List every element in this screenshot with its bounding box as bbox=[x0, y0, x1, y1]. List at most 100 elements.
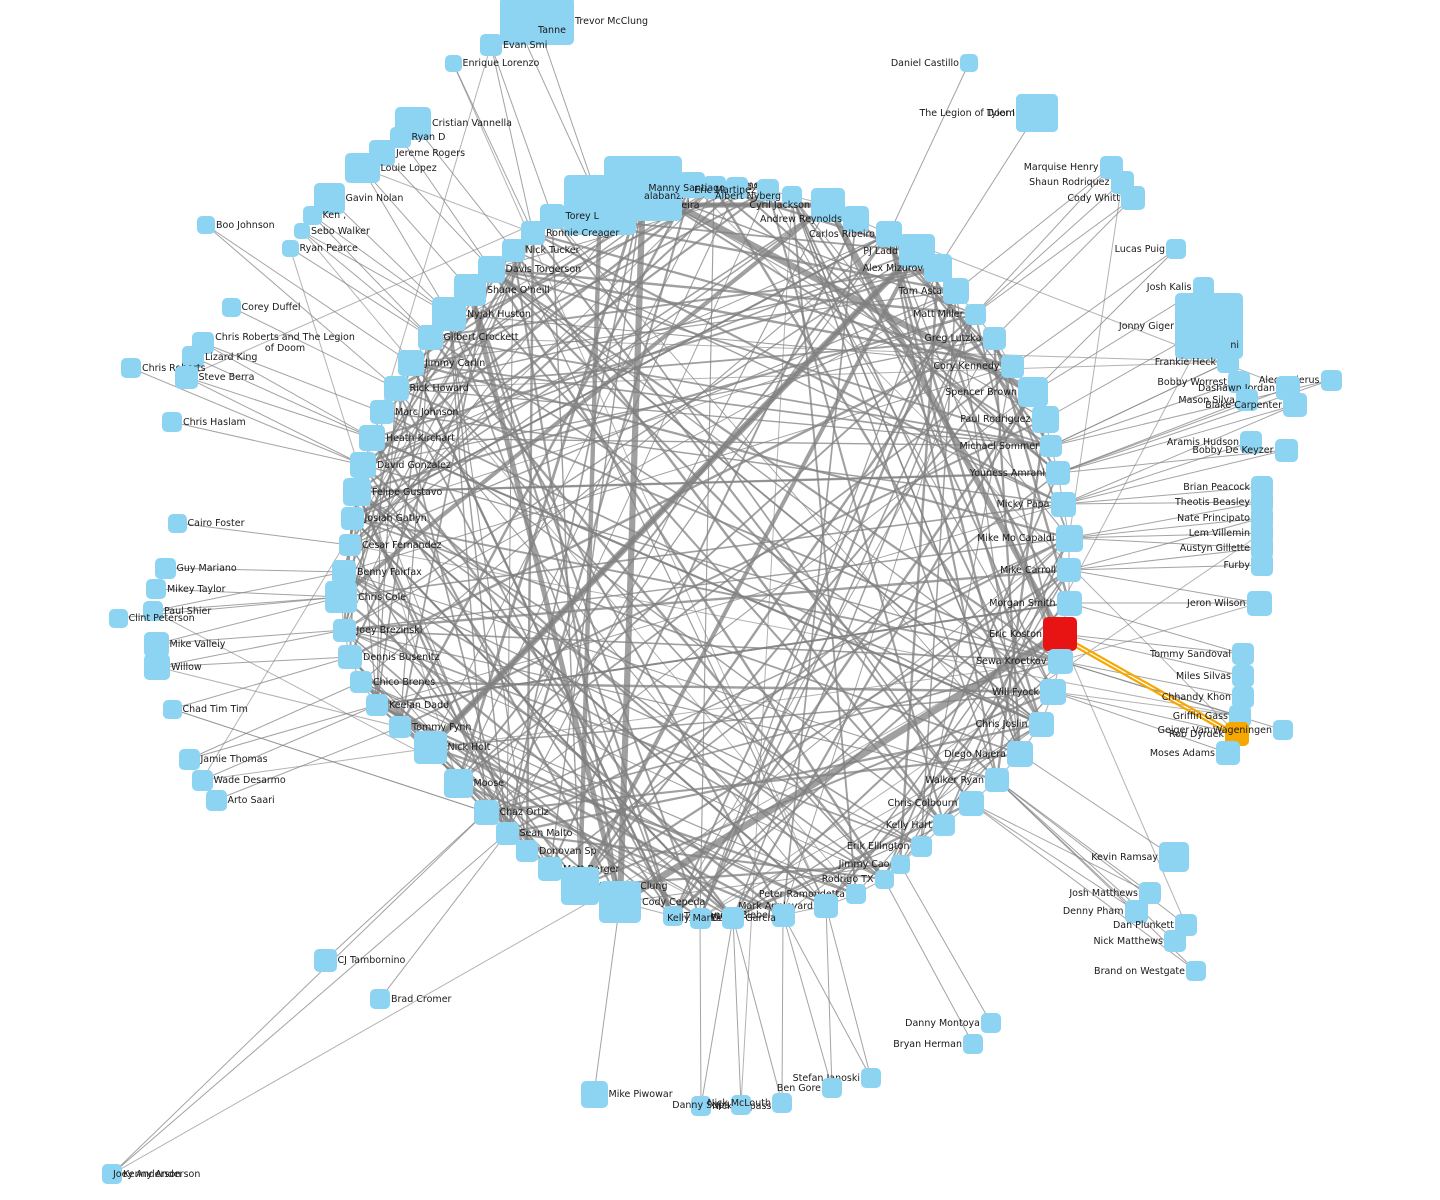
graph-node-denny-pham[interactable] bbox=[1124, 899, 1148, 923]
graph-node-enrique-lorenzo[interactable] bbox=[444, 54, 462, 72]
graph-node-moose[interactable] bbox=[443, 768, 473, 798]
graph-node-nick-trapasso[interactable] bbox=[691, 1096, 711, 1116]
graph-node-rick-howard[interactable] bbox=[383, 375, 409, 401]
graph-node-eric-koston[interactable] bbox=[1043, 617, 1077, 651]
graph-node-bobby-de-keyzer[interactable] bbox=[1274, 438, 1298, 462]
graph-node-moses-adams[interactable] bbox=[1216, 741, 1240, 765]
graph-node-ryan-d[interactable] bbox=[389, 126, 411, 148]
graph-node-albert-nyberg[interactable] bbox=[782, 186, 802, 206]
graph-node-frankie-heck[interactable] bbox=[1217, 351, 1239, 373]
graph-node-alex-mizurov[interactable] bbox=[924, 254, 952, 282]
graph-node-tom-asta[interactable] bbox=[943, 278, 969, 304]
graph-node-benny-fairfax[interactable] bbox=[332, 560, 356, 584]
graph-node-ryan-pearce[interactable] bbox=[281, 239, 299, 257]
graph-node-willow[interactable] bbox=[144, 654, 170, 680]
graph-node-joey-brezinski[interactable] bbox=[332, 618, 356, 642]
graph-node-stefan-janoski[interactable] bbox=[861, 1068, 881, 1088]
graph-node-guy-mariano[interactable] bbox=[154, 557, 176, 579]
graph-node-heath-kirchart[interactable] bbox=[359, 425, 385, 451]
graph-node-david-gonzalez[interactable] bbox=[350, 452, 376, 478]
graph-node-cesar-fernandez[interactable] bbox=[339, 534, 361, 556]
graph-node-chico-brenes[interactable] bbox=[350, 671, 372, 693]
graph-node-josiah-gatlyn[interactable] bbox=[340, 506, 364, 530]
graph-node-felipe-gustavo[interactable] bbox=[343, 478, 371, 506]
graph-node-nick-tucker[interactable] bbox=[501, 238, 525, 262]
graph-node-danny-supa[interactable] bbox=[731, 1095, 751, 1115]
graph-node-ishod-wair[interactable] bbox=[702, 175, 726, 199]
graph-node-paul-rodriguez[interactable] bbox=[1031, 405, 1059, 433]
graph-node-cairo-foster[interactable] bbox=[167, 513, 187, 533]
graph-node-walker-ryan[interactable] bbox=[985, 768, 1009, 792]
graph-node-steve-berra[interactable] bbox=[174, 365, 198, 389]
graph-node-marc-johnson[interactable] bbox=[370, 400, 394, 424]
graph-node-mark-appleyard[interactable] bbox=[814, 894, 838, 918]
graph-node-sean-malto[interactable] bbox=[495, 821, 519, 845]
graph-node-jimmy-carlin[interactable] bbox=[398, 350, 424, 376]
graph-node-tanne[interactable] bbox=[503, 15, 537, 45]
graph-node-youness-amrani[interactable] bbox=[1046, 461, 1070, 485]
graph-node-mason-silva[interactable] bbox=[1236, 389, 1258, 411]
graph-node-evan-smi[interactable] bbox=[480, 34, 502, 56]
graph-node-tommy-sandoval[interactable] bbox=[1232, 643, 1254, 665]
graph-node-brandon-biebel[interactable] bbox=[771, 903, 795, 927]
graph-node-jeron-wilson[interactable] bbox=[1246, 590, 1272, 616]
graph-node-geiger-van-wageningen[interactable] bbox=[1273, 720, 1293, 740]
graph-node-paul-shier[interactable] bbox=[143, 601, 163, 621]
graph-node-brad-cromer[interactable] bbox=[370, 989, 390, 1009]
graph-node-nick-holt[interactable] bbox=[413, 730, 447, 764]
graph-node-arto-saari[interactable] bbox=[205, 789, 227, 811]
graph-node-boo-johnson[interactable] bbox=[197, 216, 215, 234]
graph-node-chris-joslin[interactable] bbox=[1028, 711, 1054, 737]
graph-node-brand-on-westgate[interactable] bbox=[1186, 961, 1206, 981]
graph-node-kenny-anderson[interactable] bbox=[102, 1164, 122, 1184]
graph-node-miles-silvas[interactable] bbox=[1232, 665, 1254, 687]
graph-node-jamie-thomas[interactable] bbox=[178, 748, 200, 770]
graph-node-chris-chann[interactable] bbox=[604, 155, 682, 221]
graph-node-tommy-fynn[interactable] bbox=[389, 716, 411, 738]
graph-node-will-fyock[interactable] bbox=[1040, 679, 1066, 705]
graph-node-rodrigo-tx[interactable] bbox=[874, 869, 894, 889]
graph-node-lizard-king[interactable] bbox=[182, 346, 204, 368]
graph-node-mike-valleiy[interactable] bbox=[143, 631, 169, 657]
graph-node-chhandy-khon[interactable] bbox=[1232, 686, 1254, 708]
graph-node-nick-matthews[interactable] bbox=[1164, 930, 1186, 952]
graph-node-greg-lutzka[interactable] bbox=[982, 326, 1006, 350]
graph-node-dennis-busenitz[interactable] bbox=[338, 645, 362, 669]
graph-node-sewa-kroetkov[interactable] bbox=[1047, 648, 1073, 674]
graph-node-clint-peterson[interactable] bbox=[108, 608, 128, 628]
graph-node-kelly-hart[interactable] bbox=[933, 814, 955, 836]
graph-node-micky-papa[interactable] bbox=[1050, 491, 1076, 517]
graph-node-alec-majerus[interactable] bbox=[1320, 369, 1342, 391]
graph-node-carlos-ribeiro[interactable] bbox=[876, 221, 902, 247]
graph-node-chris-cole[interactable] bbox=[325, 581, 357, 613]
graph-node-sebo-walker[interactable] bbox=[294, 223, 310, 239]
graph-node-matt-miller[interactable] bbox=[964, 303, 986, 325]
graph-node-eric-martinez[interactable] bbox=[757, 179, 779, 201]
graph-node-mike-mo-capaldi[interactable] bbox=[1055, 524, 1083, 552]
graph-node-cory-kennedy[interactable] bbox=[1000, 354, 1024, 378]
graph-node-cody-cepeda[interactable] bbox=[599, 881, 641, 923]
graph-node-aramis-hudson[interactable] bbox=[1240, 431, 1262, 453]
graph-node-blake-carpenter[interactable] bbox=[1283, 393, 1307, 417]
graph-node-kevin-ramsay[interactable] bbox=[1159, 842, 1189, 872]
graph-node-trent-mcclung[interactable] bbox=[561, 867, 599, 905]
graph-node-chris-roberts[interactable] bbox=[121, 358, 141, 378]
graph-node-nick-mclouth[interactable] bbox=[772, 1093, 792, 1113]
graph-node-chris-haslam[interactable] bbox=[162, 412, 182, 432]
graph-node-ronnie-creager[interactable] bbox=[521, 221, 545, 245]
graph-node-danny-garcia[interactable] bbox=[689, 907, 711, 929]
graph-node-michael-sommer[interactable] bbox=[1040, 435, 1062, 457]
graph-node-wes-kremer[interactable] bbox=[679, 172, 705, 198]
graph-node-spencer-brown[interactable] bbox=[1018, 377, 1048, 407]
graph-node-gilbert-crockett[interactable] bbox=[417, 324, 443, 350]
graph-node-the-legion-of-doom[interactable] bbox=[1016, 94, 1058, 132]
graph-node-lucas-puig[interactable] bbox=[1166, 239, 1186, 259]
graph-node-erik-ellington[interactable] bbox=[910, 835, 932, 857]
graph-node-andrew-reynolds[interactable] bbox=[843, 206, 869, 232]
graph-node-diego-najera[interactable] bbox=[1007, 741, 1033, 767]
graph-node-cj-tambornino[interactable] bbox=[313, 948, 337, 972]
graph-node-jonny-giger[interactable] bbox=[1175, 293, 1243, 359]
graph-node-chris-colbourn[interactable] bbox=[958, 790, 984, 816]
graph-node-danny-montoya[interactable] bbox=[981, 1013, 1001, 1033]
graph-node-wade-desarmo[interactable] bbox=[191, 769, 213, 791]
